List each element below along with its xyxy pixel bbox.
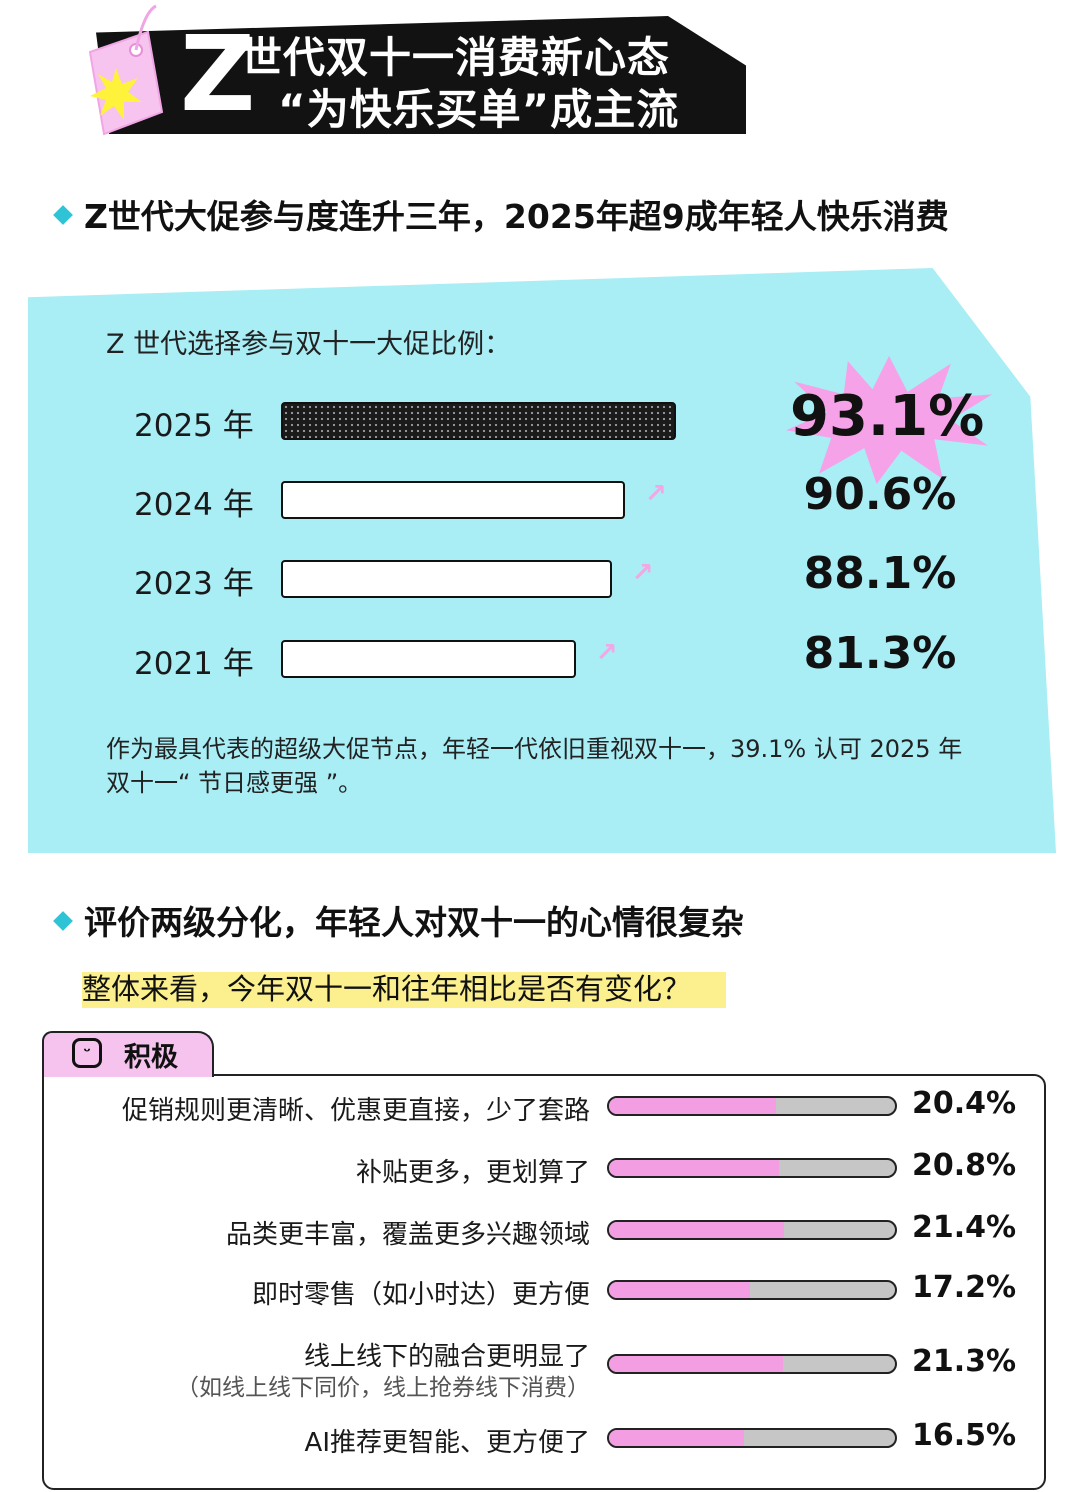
panel-note: 作为最具代表的超级大促节点，年轻一代依旧重视双十一，39.1% 认可 2025 …: [106, 735, 963, 797]
positive-tab: [42, 1031, 214, 1077]
bar: [281, 402, 677, 440]
year-label: 2023 年: [134, 566, 254, 602]
row-label: 补贴更多，更划算了: [355, 1158, 590, 1188]
progress-track: [607, 1428, 897, 1448]
progress-track: [607, 1354, 897, 1374]
progress-fill: [609, 1282, 750, 1298]
row-label: 即时零售（如小时达）更方便: [251, 1280, 590, 1310]
chart-caption: Z 世代选择参与双十一大促比例：: [106, 329, 512, 360]
section2-heading: 评价两级分化，年轻人对双十一的心情很复杂: [84, 903, 744, 942]
progress-fill: [609, 1098, 776, 1114]
diamond-bullet-icon: [53, 205, 73, 225]
page-title-line1: 世代双十一消费新心态: [240, 33, 671, 82]
diamond-bullet-icon: [53, 911, 73, 931]
positive-box: [42, 1074, 1046, 1490]
question-highlight: [82, 972, 726, 1008]
year-label: 2025 年: [134, 408, 254, 444]
progress-track: [607, 1158, 897, 1178]
arrow-up-icon: ↗: [644, 479, 667, 509]
progress-fill: [609, 1160, 779, 1176]
data-label: 21.4%: [912, 1210, 1017, 1245]
data-label: 81.3%: [803, 628, 957, 679]
arrow-up-icon: ↗: [631, 558, 654, 588]
title-banner: [96, 16, 746, 134]
progress-track: [607, 1280, 897, 1300]
smile-face-icon: ᵕ: [72, 1038, 102, 1068]
positive-label: 积极: [124, 1042, 178, 1073]
data-label: 17.2%: [912, 1270, 1017, 1305]
progress-fill: [609, 1430, 744, 1446]
page-title-line2: “为快乐买单”成主流: [278, 85, 680, 134]
progress-fill: [609, 1356, 784, 1372]
data-label: 88.1%: [803, 548, 957, 599]
bar: [281, 640, 576, 678]
year-label: 2021 年: [134, 646, 254, 682]
progress-fill: [609, 1222, 784, 1238]
data-label: 93.1%: [790, 384, 985, 449]
bar: [281, 560, 612, 598]
data-label: 90.6%: [803, 469, 957, 520]
data-label: 21.3%: [912, 1344, 1017, 1379]
section1-heading: Z世代大促参与度连升三年，2025年超9成年轻人快乐消费: [84, 197, 949, 236]
year-label: 2024 年: [134, 487, 254, 523]
price-tag-icon: [88, 4, 164, 136]
row-label: 品类更丰富，覆盖更多兴趣领域: [225, 1220, 590, 1250]
data-label: 20.4%: [912, 1086, 1017, 1121]
progress-track: [607, 1220, 897, 1240]
row-label: 促销规则更清晰、优惠更直接，少了套路: [121, 1096, 590, 1126]
data-label: 20.8%: [912, 1148, 1017, 1183]
arrow-up-icon: ↗: [595, 638, 618, 668]
row-label: 线上线下的融合更明显了: [303, 1342, 590, 1372]
bar: [281, 481, 625, 519]
data-label: 16.5%: [912, 1418, 1017, 1453]
row-label: AI推荐更智能、更方便了: [304, 1428, 590, 1458]
progress-track: [607, 1096, 897, 1116]
logo-letter: Z: [180, 13, 256, 135]
survey-question: 整体来看，今年双十一和往年相比是否有变化？: [82, 972, 692, 1006]
row-sublabel: （如线上线下同价，线上抢券线下消费）: [176, 1375, 590, 1401]
